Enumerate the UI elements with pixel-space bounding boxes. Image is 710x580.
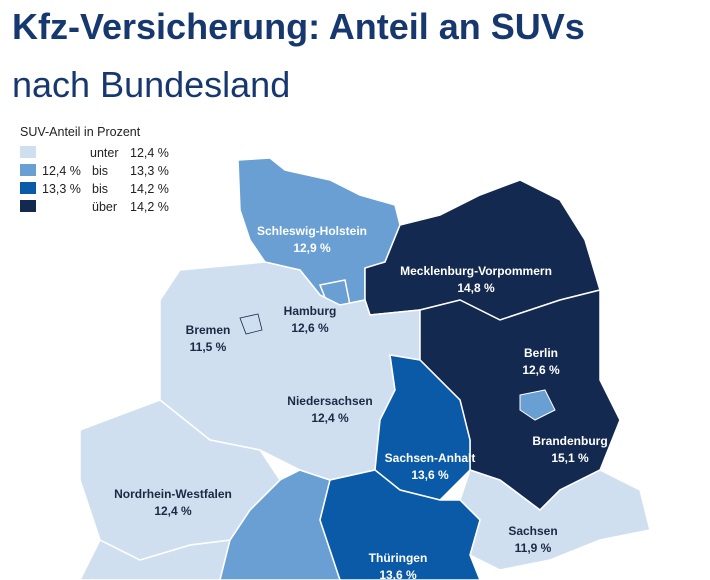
legend-low: 13,3 % [42,182,81,196]
legend-swatch [20,164,36,176]
legend-swatch [20,146,36,158]
region-name: Brandenburg [532,434,607,448]
legend-title: SUV-Anteil in Prozent [20,125,141,139]
region-shape [79,399,281,561]
legend-swatch [20,200,36,212]
legend: SUV-Anteil in Prozent unter 12,4 % 12,4 … [20,125,169,214]
region-name: Sachsen-Anhalt [385,451,476,465]
title: Kfz-Versicherung: Anteil an SUVs [12,6,585,47]
legend-high: 13,3 % [130,164,169,178]
legend-high: 12,4 % [130,146,169,160]
legend-word: bis [92,164,108,178]
region-name: Hamburg [284,304,337,318]
region-value: 12,4 % [311,411,349,425]
region-value: 14,8 % [457,281,495,295]
region-name: Schleswig-Holstein [257,224,367,238]
region-value: 13,6 % [379,568,417,580]
subtitle: nach Bundesland [12,64,291,105]
region-value: 12,9 % [293,241,331,255]
region-shape [519,389,556,421]
region-name: Bremen [186,323,231,337]
legend-swatch [20,182,36,194]
legend-low: 12,4 % [42,164,81,178]
region-shape [239,313,263,335]
region-value: 12,6 % [522,363,560,377]
region-name: Thüringen [369,551,428,565]
legend-high: 14,2 % [130,182,169,196]
region-name: Niedersachsen [287,394,372,408]
legend-word: bis [92,182,108,196]
region-value: 12,6 % [291,321,329,335]
region-value: 11,5 % [190,340,227,354]
region-name: Berlin [524,346,558,360]
region-value: 15,1 % [551,451,589,465]
region-value: 12,4 % [154,504,192,518]
legend-word: unter [90,146,119,160]
region-name: Nordrhein-Westfalen [114,487,232,501]
legend-word: über [92,200,117,214]
legend-high: 14,2 % [130,200,169,214]
region-name: Mecklenburg-Vorpommern [400,264,552,278]
region-shape [319,469,481,580]
region-name: Sachsen [508,524,557,538]
region-value: 11,9 % [515,541,552,555]
region-value: 13,6 % [411,468,449,482]
